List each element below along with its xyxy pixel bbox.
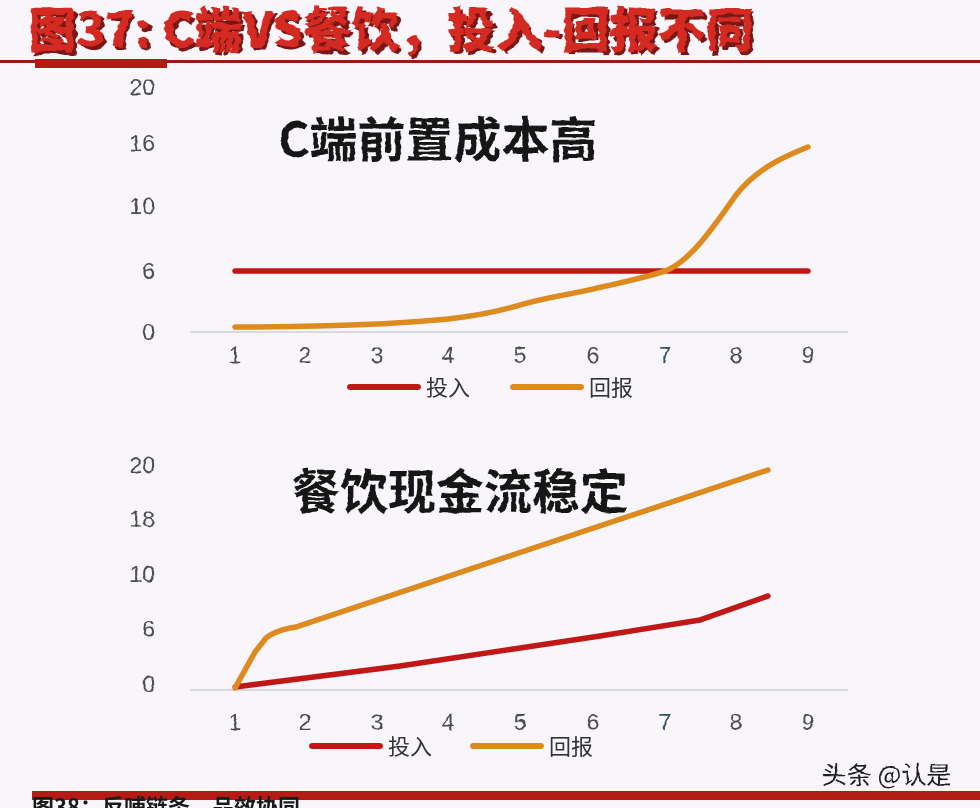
svg-text:投入: 投入 (426, 371, 470, 403)
svg-text:8: 8 (730, 709, 743, 735)
svg-text:9: 9 (802, 709, 815, 735)
svg-text:回报: 回报 (549, 730, 593, 762)
svg-text:5: 5 (514, 342, 527, 368)
svg-text:9: 9 (802, 342, 815, 368)
svg-text:1: 1 (229, 709, 242, 735)
svg-text:1: 1 (229, 342, 242, 368)
svg-text:4: 4 (442, 342, 455, 368)
svg-text:回报: 回报 (589, 371, 633, 403)
svg-text:3: 3 (371, 342, 384, 368)
svg-text:8: 8 (730, 342, 743, 368)
svg-text:2: 2 (299, 709, 312, 735)
svg-text:7: 7 (659, 342, 672, 368)
svg-text:图38：反哺链条，品效协同: 图38：反哺链条，品效协同 (32, 790, 300, 808)
svg-text:头条 @认是: 头条 @认是 (822, 756, 951, 792)
svg-text:2: 2 (299, 342, 312, 368)
svg-text:图37: C端VS餐饮，投入-回报不同: 图37: C端VS餐饮，投入-回报不同 (28, 0, 754, 61)
svg-text:投入: 投入 (388, 730, 432, 762)
svg-text:6: 6 (587, 342, 600, 368)
